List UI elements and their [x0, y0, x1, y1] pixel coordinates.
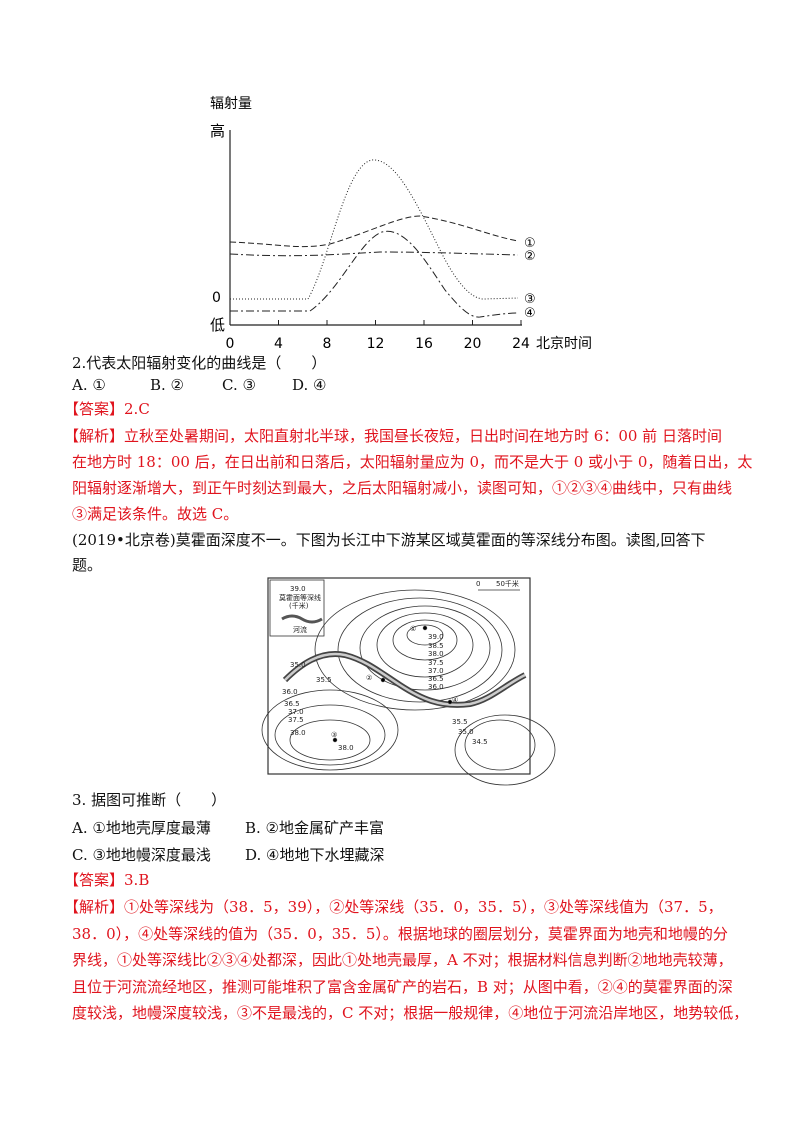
option: B. ②地金属矿产丰富	[245, 819, 385, 837]
option: D. ④地地下水埋藏深	[245, 846, 385, 864]
map-label: 50千米	[496, 579, 519, 588]
map-label: 38.5	[428, 642, 444, 650]
intro-line: 题。	[72, 556, 103, 574]
map-label: 34.5	[472, 738, 488, 746]
analysis-line: 【解析】①处等深线为（38．5，39），②处等深线（35．0，35．5），③处等…	[64, 897, 723, 917]
x-tick-label: 20	[464, 336, 482, 352]
analysis-text: 立秋至处暑期间，太阳直射北半球，我国昼长夜短，日出时间在地方时 6：00 前 日…	[124, 427, 722, 445]
answer-text: 2.C	[124, 400, 150, 418]
map-label: 35.5	[452, 718, 468, 726]
y-zero-label: 0	[212, 290, 221, 306]
map-label: 35.0	[290, 661, 306, 669]
map-label: 0	[476, 580, 480, 588]
x-tick-label: 24	[512, 336, 530, 352]
legend-river	[281, 614, 323, 624]
map-label: 36.0	[428, 683, 444, 691]
map-label: 38.0	[428, 650, 444, 658]
analysis-tag: 【解析】	[64, 427, 125, 445]
y-axis-label: 辐射量	[210, 96, 252, 112]
map-label: ②	[366, 674, 372, 682]
curve-2	[229, 251, 519, 257]
analysis-text: ①处等深线为（38．5，39），②处等深线（35．0，35．5），③处等深线值为…	[124, 898, 723, 916]
option: B. ②	[150, 376, 185, 394]
option: D. ④	[292, 376, 327, 394]
map-label: 36.5	[428, 675, 444, 683]
option: A. ①地地壳厚度最薄	[72, 819, 211, 837]
curve-3	[230, 159, 519, 300]
x-tick-label: 8	[323, 336, 332, 352]
answer-tag: 【答案】	[64, 871, 125, 889]
map-label: 38.0	[290, 729, 306, 737]
x-tick-label: 0	[226, 336, 235, 352]
x-tick-label: 12	[367, 336, 385, 352]
map-label: 37.5	[288, 716, 304, 724]
analysis-line: 界线，①处等深线比②③④处都深，因此①处地壳最厚，A 不对；根据材料信息判断②地…	[72, 951, 733, 969]
map-label: 39.0	[290, 585, 306, 593]
map-label: 莫霍面等深线	[279, 593, 321, 602]
option: A. ①	[72, 376, 106, 394]
map-label: 39.0	[428, 633, 444, 641]
answer: 【答案】2.C	[64, 399, 150, 419]
analysis-line: 38．0），④处等深线的值为（35．0，35．5）。根据地球的圈层划分，莫霍界面…	[72, 925, 728, 943]
analysis-line: 度较浅，地幔深度较浅，③不是最浅的，C 不对；根据一般规律，④地位于河流沿岸地区…	[72, 1004, 749, 1022]
analysis-line: 【解析】立秋至处暑期间，太阳直射北半球，我国昼长夜短，日出时间在地方时 6：00…	[64, 426, 722, 446]
curve-label: ③	[524, 292, 536, 307]
map-label: 37.0	[428, 667, 444, 675]
map-label: 35.5	[316, 676, 332, 684]
analysis-line: 在地方时 18：00 后，在日出前和日落后，太阳辐射量应为 0，而不是大于 0 …	[72, 453, 753, 471]
map-label: 37.5	[428, 659, 444, 667]
map-label: 河流	[293, 625, 307, 634]
curve-1	[229, 215, 519, 248]
option: C. ③地地幔深度最浅	[72, 846, 211, 864]
y-low-label: 低	[210, 316, 225, 334]
curve-label: ①	[524, 236, 536, 251]
analysis-line: 阳辐射逐渐增大，到正午时刻达到最大，之后太阳辐射减小，读图可知，①②③④曲线中，…	[72, 479, 733, 497]
x-tick-label: 16	[415, 336, 433, 352]
radiation-chart	[229, 130, 522, 326]
option: C. ③	[222, 376, 256, 394]
intro-line: (2019•北京卷)莫霍面深度不一。下图为长江中下游某区域莫霍面的等深线分布图。…	[72, 531, 706, 549]
answer-text: 3.B	[124, 871, 150, 889]
y-high-label: 高	[210, 122, 225, 140]
moho-map	[261, 577, 556, 786]
map-label: 36.0	[282, 688, 298, 696]
curve-label: ④	[524, 306, 536, 321]
legend-box	[269, 579, 325, 637]
answer-tag: 【答案】	[64, 400, 125, 418]
map-label: ③	[331, 731, 337, 739]
curve-label: ②	[524, 249, 536, 264]
map-frame	[267, 577, 531, 775]
map-label: 36.5	[284, 700, 300, 708]
q3-stem: 3. 据图可推断（ ）	[72, 791, 227, 809]
answer: 【答案】3.B	[64, 870, 149, 890]
map-label: 38.0	[338, 744, 354, 752]
curve-4	[230, 230, 519, 318]
map-label: 35.0	[458, 728, 474, 736]
analysis-line: ③满足该条件。故选 C。	[72, 505, 239, 523]
x-tick-label: 4	[274, 336, 283, 352]
analysis-line: 且位于河流流经地区，推测可能堆积了富含金属矿产的岩石，B 对；从图中看，②④的莫…	[72, 978, 733, 996]
map-label: 37.0	[288, 708, 304, 716]
map-label: (千米)	[289, 601, 309, 610]
map-label: ④	[452, 696, 458, 704]
x-axis-label: 北京时间	[536, 336, 592, 352]
analysis-tag: 【解析】	[64, 898, 125, 916]
q2-stem: 2.代表太阳辐射变化的曲线是（ ）	[72, 354, 327, 372]
map-label: ①	[410, 625, 416, 633]
